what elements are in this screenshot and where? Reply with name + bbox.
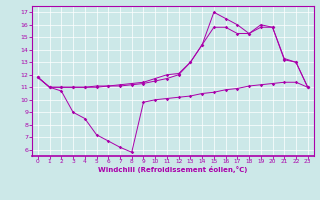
X-axis label: Windchill (Refroidissement éolien,°C): Windchill (Refroidissement éolien,°C) [98, 166, 247, 173]
